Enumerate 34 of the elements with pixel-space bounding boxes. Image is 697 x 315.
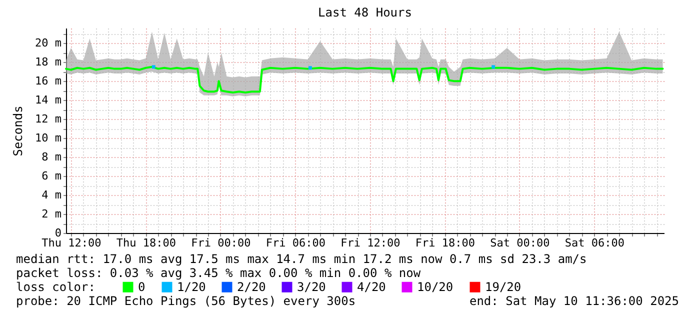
legend-label: 2/20 [237,280,266,294]
y-tick-label: 12 m [35,112,62,126]
y-axis-title: Seconds [11,106,26,156]
text: end: Sat May 10 11:36:00 2025 [469,294,679,308]
y-tick-label: 14 m [35,94,62,107]
chart-title: Last 48 Hours [318,6,412,20]
x-tick-label: Fri 06:00 [266,236,326,250]
legend-label: 1/20 [177,280,206,294]
legend-label: 19/20 [485,280,522,294]
y-tick-label: 8 m [42,150,62,164]
y-tick-label: 6 m [42,170,62,183]
legend-label: 0 [138,280,146,294]
text: probe: 20 ICMP Echo Pings (56 Bytes) every 300s [16,294,356,308]
x-tick-label: Thu 12:00 [42,236,102,250]
x-tick-label: Fri 00:00 [191,236,251,250]
x-tick-label: Sat 00:00 [490,236,550,250]
y-tick-label: 16 m [35,74,62,88]
y-tick-label: 20 m [35,36,62,50]
y-tick-label: 0 [54,226,62,240]
y-tick-label: 4 m [42,188,62,202]
y-tick-label: 2 m [42,208,62,221]
legend-label: 4/20 [357,280,386,294]
y-tick-label: 10 m [35,132,62,145]
text: median rtt: 17.0 ms avg 17.5 ms max 14.7 ms min 17.2 ms now 0.7 ms sd 23.3 am/s [16,252,587,266]
x-tick-label: Sat 06:00 [564,236,625,250]
legend-label: 3/20 [297,280,326,294]
y-tick-label: 18 m [35,56,62,69]
x-tick-label: Fri 18:00 [415,236,476,250]
legend-label: 10/20 [417,280,454,294]
x-tick-label: Fri 12:00 [340,236,400,250]
legend-title: loss color: [16,280,96,294]
x-tick-label: Thu 18:00 [116,236,176,250]
line-series [65,66,664,94]
text: packet loss: 0.03 % avg 3.45 % max 0.00 % min 0.00 % now [16,266,422,280]
